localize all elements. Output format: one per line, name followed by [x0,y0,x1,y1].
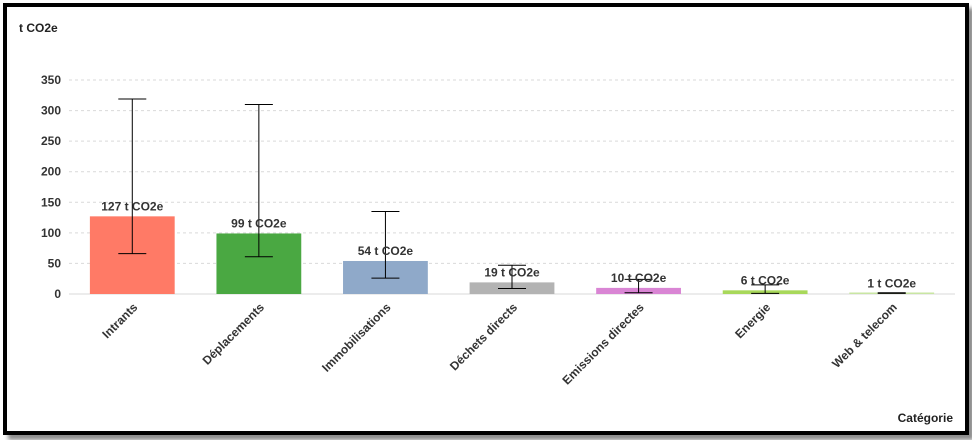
y-axis-label: t CO2e [19,21,58,35]
data-label: 1 t CO2e [867,276,916,290]
chart-frame: 0 50 100 150 200 250 300 350 127 t CO2e 99 t CO2… [3,3,969,435]
y-tick-label: 50 [48,256,62,270]
x-tick-label: Emissions directes [559,300,646,387]
x-tick-label: Immobilisations [319,300,394,375]
error-bar [244,103,273,258]
y-tick-label: 350 [41,73,61,87]
error-bar [498,264,526,289]
y-tick-label: 300 [41,104,61,118]
y-tick-label: 150 [41,195,61,209]
x-tick-label: Intrants [99,300,140,341]
data-label: 54 t CO2e [358,244,414,258]
x-axis-ticks: Intrants Déplacements Immobilisations Déche… [99,300,899,387]
x-axis-label: Catégorie [897,411,953,425]
y-tick-label: 100 [41,226,61,240]
error-bar [751,284,780,294]
gridlines [69,79,955,295]
data-label: 6 t CO2e [741,273,790,287]
data-label: 19 t CO2e [484,265,540,279]
data-label: 10 t CO2e [611,271,667,285]
error-bar [624,278,653,294]
y-tick-label: 200 [41,165,61,179]
data-label: 99 t CO2e [231,216,287,230]
error-bars [118,98,906,294]
x-tick-label: Déchets directs [447,300,520,373]
y-tick-label: 250 [41,134,61,148]
x-tick-label: Energie [732,300,773,341]
y-tick-label: 0 [54,287,61,301]
y-axis-ticks: 0 50 100 150 200 250 300 350 [41,73,61,301]
x-tick-label: Déplacements [200,300,268,368]
error-bar [877,292,906,294]
data-label: 127 t CO2e [101,199,163,213]
error-bar [371,210,400,279]
x-tick-label: Web & telecom [829,300,900,371]
error-bar [118,98,147,255]
data-labels: 127 t CO2e 99 t CO2e 54 t CO2e 19 t CO2e 10 … [101,199,916,290]
bar-chart: 0 50 100 150 200 250 300 350 127 t CO2e 99 t CO2… [41,73,955,387]
